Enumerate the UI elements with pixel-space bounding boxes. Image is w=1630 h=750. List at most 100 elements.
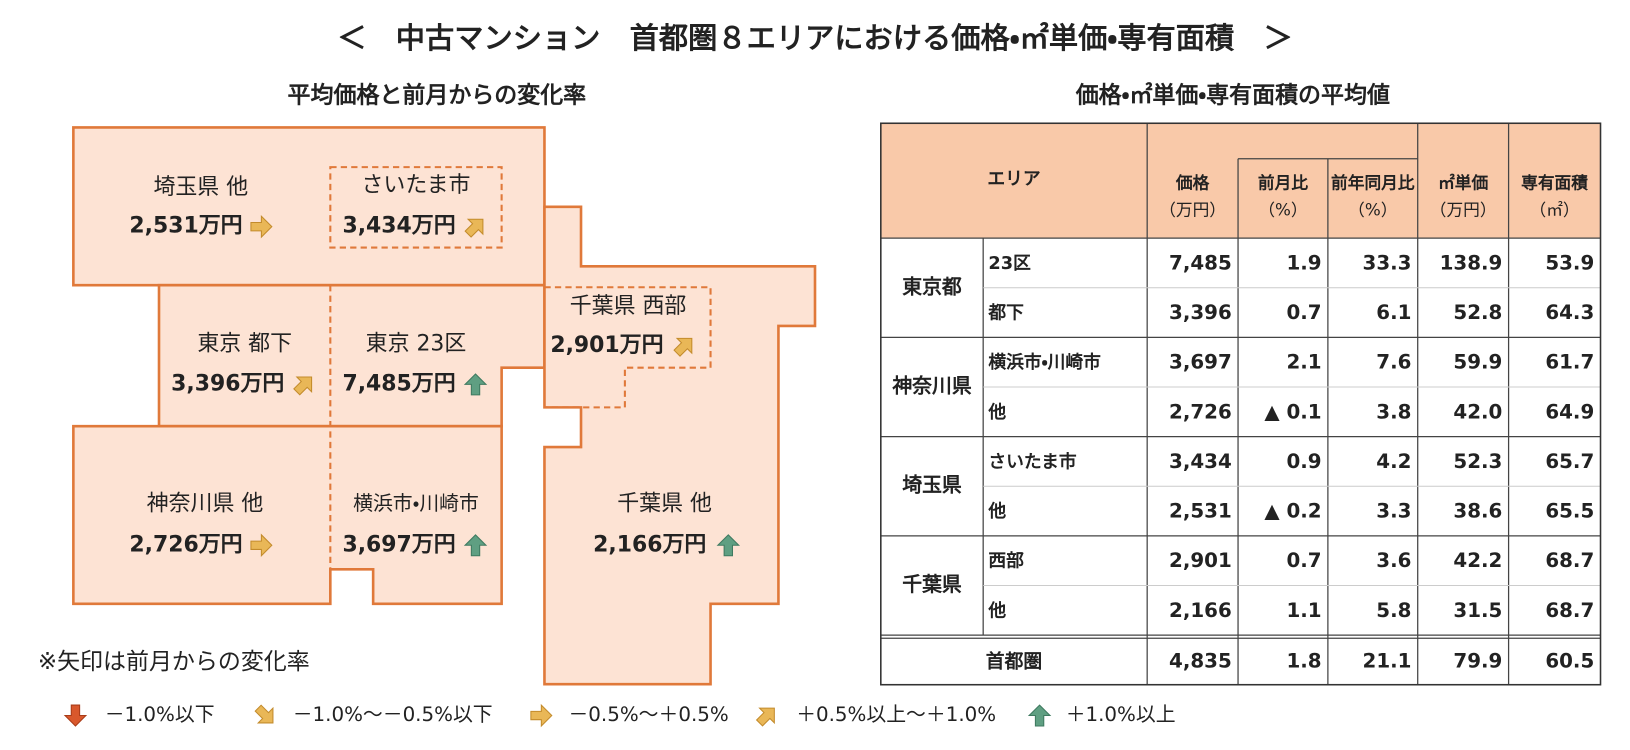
region-name: 東京 都下 (197, 332, 292, 357)
row-label: 西部 (988, 550, 1024, 572)
cell-value: 138.9 (1440, 252, 1503, 275)
group-name: 東京都 (902, 275, 962, 298)
map: 埼玉県 他 2,531万円 さいたま市 3,434万円 東京 都下 3,396万… (72, 126, 817, 686)
cell-value: 38.6 (1453, 500, 1502, 523)
cell-value: 4,835 (1169, 649, 1232, 672)
cell-value: ▲ 0.1 (1264, 400, 1321, 423)
cell-value: 52.8 (1453, 301, 1502, 324)
cell-value: 3.8 (1376, 400, 1411, 423)
region-kanagawa (72, 424, 503, 606)
region-name: さいたま市 (361, 173, 470, 198)
table-title: 価格・㎡単価・専有面積の平均値 (1075, 82, 1390, 109)
table-border (880, 122, 1602, 686)
cell-value: 2,726 (1169, 400, 1232, 423)
cell-value: 64.9 (1545, 400, 1594, 423)
region-price: 3,697万円 (342, 532, 455, 557)
cell-value: 1.9 (1286, 252, 1321, 275)
cell-value: 2,531 (1169, 500, 1232, 523)
region-price: 7,485万円 (342, 371, 455, 396)
cell-value: 0.7 (1286, 549, 1321, 572)
row-label: 横浜市・川崎市 (988, 351, 1101, 373)
arrow-down-right (250, 700, 281, 731)
row-label: 他 (987, 401, 1006, 423)
cell-value: 53.9 (1545, 252, 1594, 275)
cell-value: 7,485 (1169, 252, 1232, 275)
cell-value: 3.3 (1376, 500, 1411, 523)
arrow-flat (530, 704, 553, 727)
cell-value: 6.1 (1376, 301, 1411, 324)
row-label: 23区 (988, 254, 1031, 274)
cell-value: 61.7 (1545, 351, 1594, 374)
table-header: エリア (987, 170, 1040, 190)
legend-label: －0.5%～＋0.5% (568, 703, 728, 726)
region-price: 3,434万円 (342, 214, 455, 239)
cell-value: 0.9 (1286, 450, 1321, 473)
group-name: 神奈川県 (891, 375, 971, 398)
table: エリア 価格 （万円） 前月比 （%） 前年同月比 （%） ㎡単価 （万円） 専有面積 （㎡） 東京都… (880, 122, 1602, 686)
arrow-down (64, 704, 87, 727)
region-name: 東京 23区 (366, 332, 467, 357)
region-name: 千葉県 西部 (570, 294, 687, 319)
row-label: さいたま市 (988, 450, 1076, 472)
cell-value: 3,434 (1169, 450, 1232, 473)
border-saitama-city (329, 166, 503, 249)
page-title: ＜ 中古マンション 首都圏８エリアにおける価格・㎡単価・専有面積 ＞ (337, 21, 1292, 55)
cell-value: ▲ 0.2 (1264, 500, 1321, 523)
table-header-unit: （万円） (1159, 200, 1226, 220)
cell-value: 7.6 (1376, 351, 1411, 374)
group-name: 千葉県 (902, 573, 962, 596)
region-price: 2,166万円 (593, 532, 706, 557)
region-chiba (543, 205, 817, 686)
cell-value: 3,396 (1169, 301, 1232, 324)
map-title: 平均価格と前月からの変化率 (288, 82, 587, 109)
total-label: 首都圏 (986, 649, 1042, 672)
cell-value: 1.8 (1286, 649, 1321, 672)
region-name: 千葉県 他 (617, 492, 712, 517)
legend-label: ＋0.5%以上～＋1.0% (796, 703, 996, 726)
region-price: 2,726万円 (129, 532, 242, 557)
region-saitama (72, 126, 546, 287)
legend-label: －1.0%～－0.5%以下 (293, 703, 493, 726)
cell-value: 52.3 (1453, 450, 1502, 473)
cell-value: 3,697 (1169, 351, 1232, 374)
cell-value: 31.5 (1453, 599, 1502, 622)
cell-value: 64.3 (1545, 301, 1594, 324)
region-name: 埼玉県 他 (153, 175, 248, 200)
table-header-unit: （%） (1348, 200, 1397, 220)
cell-value: 21.1 (1363, 649, 1412, 672)
arrow-up (1028, 704, 1051, 727)
table-header: 前月比 (1258, 172, 1308, 192)
cell-value: 3.6 (1376, 549, 1411, 572)
cell-value: 1.1 (1286, 599, 1321, 622)
cell-value: 42.2 (1453, 549, 1502, 572)
legend-label: －1.0%以下 (105, 703, 215, 726)
border-chiba-west (544, 286, 712, 409)
table-header: ㎡単価 (1438, 172, 1488, 192)
table-header-unit: （㎡） (1529, 200, 1579, 220)
cell-value: 4.2 (1376, 450, 1411, 473)
arrow-up-right (751, 700, 783, 731)
region-price: 3,396万円 (171, 371, 284, 396)
region-price: 2,901万円 (550, 333, 663, 358)
row-label: 他 (987, 500, 1006, 522)
region-name: 神奈川県 他 (147, 492, 264, 517)
note: ※矢印は前月からの変化率 (38, 649, 310, 675)
table-header-unit: （万円） (1430, 200, 1497, 220)
cell-value: 68.7 (1545, 599, 1594, 622)
cell-value: 59.9 (1453, 351, 1502, 374)
cell-value: 68.7 (1545, 549, 1594, 572)
cell-value: 42.0 (1453, 400, 1502, 423)
cell-value: 33.3 (1363, 252, 1412, 275)
table-header: 価格 (1175, 172, 1210, 192)
region-price: 2,531万円 (129, 214, 242, 239)
table-header-unit: （%） (1258, 200, 1307, 220)
row-label: 都下 (987, 303, 1024, 324)
cell-value: 0.7 (1286, 301, 1321, 324)
cell-value: 65.5 (1545, 500, 1594, 523)
cell-value: 79.9 (1453, 649, 1502, 672)
cell-value: 2,901 (1169, 549, 1232, 572)
region-name: 横浜市・川崎市 (353, 492, 479, 515)
cell-value: 60.5 (1545, 649, 1594, 672)
row-label: 他 (987, 599, 1006, 621)
